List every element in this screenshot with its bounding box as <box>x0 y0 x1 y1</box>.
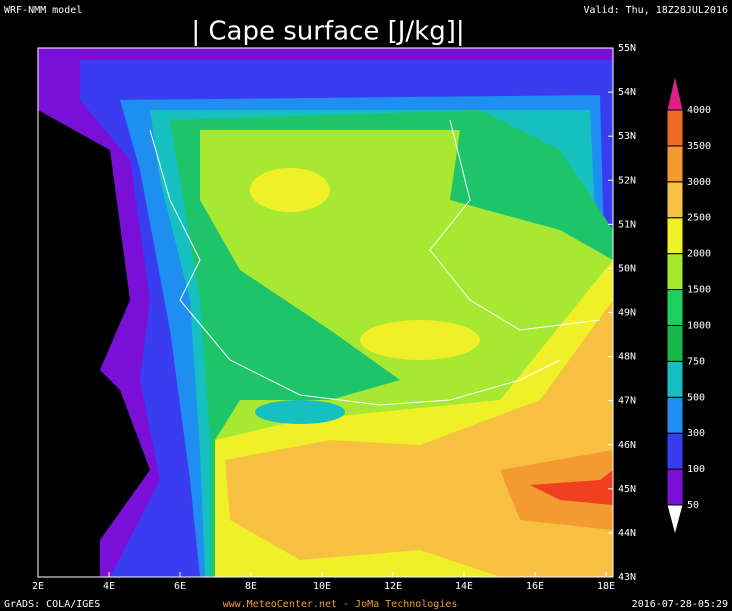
colorbar-segment <box>666 145 684 183</box>
lat-label: 51N <box>618 219 636 230</box>
colorbar-label: 100 <box>687 464 705 475</box>
colorbar-max <box>666 74 684 111</box>
lon-label: 4E <box>103 581 115 592</box>
colorbar-label: 2000 <box>687 249 711 260</box>
lat-label: 46N <box>618 440 636 451</box>
lon-label: 6E <box>174 581 186 592</box>
model-label: WRF-NMM model <box>4 5 82 16</box>
lon-label: 2E <box>32 581 44 592</box>
footer-source: www.MeteoCenter.net - JoMa Technologies <box>223 599 458 610</box>
colorbar-segment <box>666 432 684 470</box>
lat-label: 55N <box>618 43 636 54</box>
colorbar-segment <box>666 396 684 434</box>
footer-timestamp: 2016-07-28-05:29 <box>632 599 728 610</box>
colorbar-label: 300 <box>687 428 705 439</box>
colorbar-segment <box>666 324 684 362</box>
colorbar-label: 1500 <box>687 285 711 296</box>
lon-label: 16E <box>526 581 544 592</box>
lat-label: 53N <box>618 131 636 142</box>
lat-label: 50N <box>618 263 636 274</box>
map-title: | Cape surface [J/kg]| <box>191 17 464 47</box>
cape-field <box>38 48 613 577</box>
colorbar-label: 500 <box>687 392 705 403</box>
colorbar-label: 1000 <box>687 320 711 331</box>
colorbar-segment <box>666 468 684 506</box>
colorbar: 50 100 300 500 750 1000 1500 2000 2500 3000 3500 40… <box>666 74 711 537</box>
colorbar-label: 2500 <box>687 213 711 224</box>
lon-label: 18E <box>597 581 615 592</box>
valid-time: Valid: Thu, 18Z28JUL2016 <box>584 5 729 16</box>
lon-label: 8E <box>245 581 257 592</box>
colorbar-segment <box>666 109 684 147</box>
colorbar-segment <box>666 217 684 255</box>
colorbar-segment <box>666 289 684 326</box>
lat-label: 43N <box>618 572 636 583</box>
colorbar-min <box>666 504 684 537</box>
colorbar-segment <box>666 253 684 291</box>
lat-label: 52N <box>618 175 636 186</box>
lat-label: 44N <box>618 528 636 539</box>
colorbar-label: 3000 <box>687 177 711 188</box>
colorbar-label: 3500 <box>687 141 711 152</box>
colorbar-segment <box>666 360 684 398</box>
lat-label: 54N <box>618 87 636 98</box>
colorbar-segment <box>666 181 684 219</box>
lon-label: 14E <box>455 581 473 592</box>
lat-label: 47N <box>618 396 636 407</box>
lon-label: 10E <box>313 581 331 592</box>
colorbar-label: 750 <box>687 356 705 367</box>
colorbar-label: 4000 <box>687 105 711 116</box>
lat-label: 45N <box>618 484 636 495</box>
footer-software: GrADS: COLA/IGES <box>4 599 100 610</box>
colorbar-label: 50 <box>687 500 699 511</box>
lat-label: 48N <box>618 352 636 363</box>
lat-label: 49N <box>618 308 636 319</box>
lon-label: 12E <box>384 581 402 592</box>
